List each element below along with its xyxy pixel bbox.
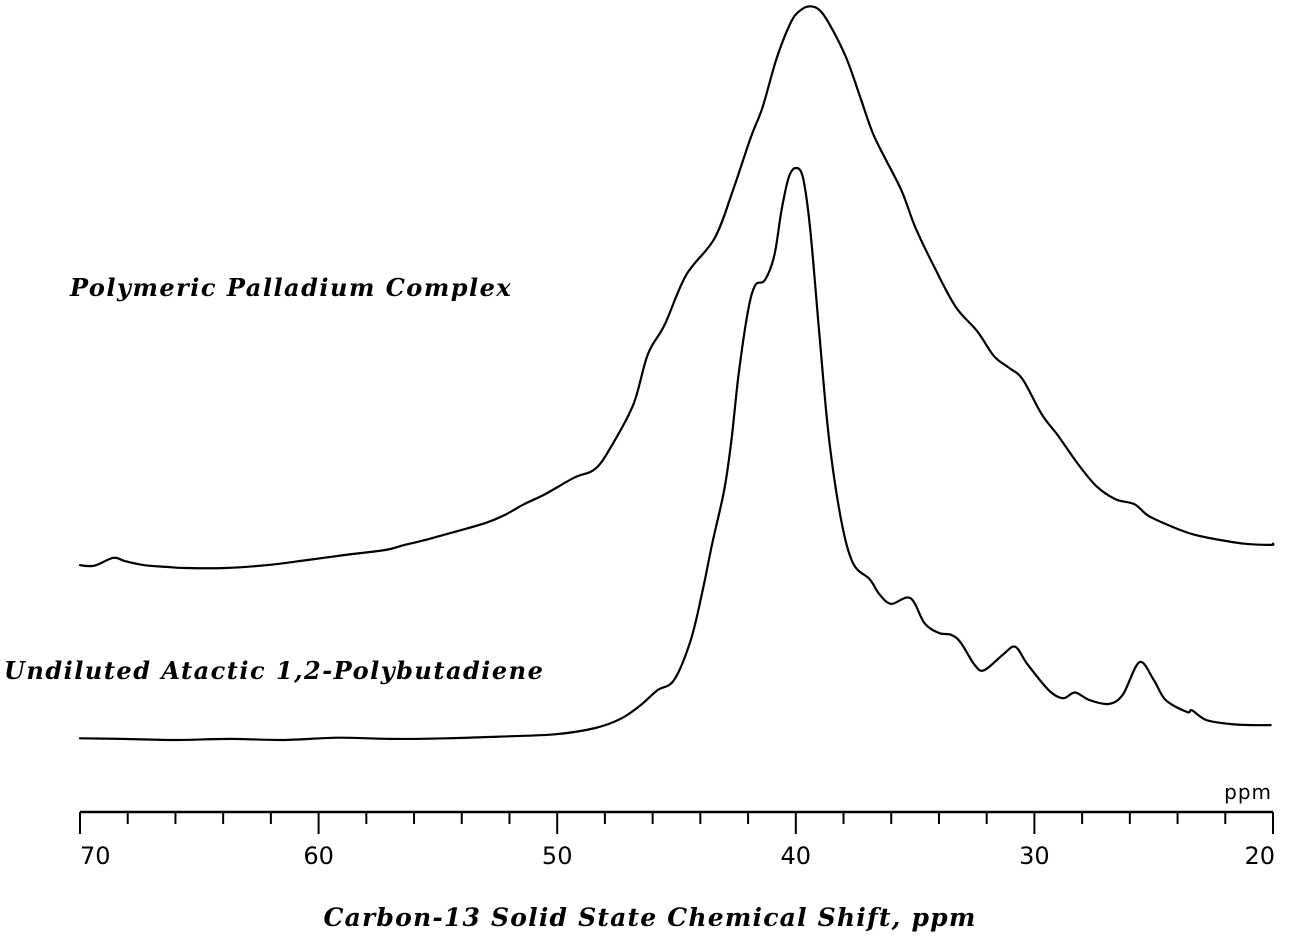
series-label-palladium-complex: Polymeric Palladium Complex xyxy=(69,273,512,302)
x-axis: 70 60 50 40 30 20 ppm xyxy=(79,780,1275,870)
x-axis-title: Carbon-13 Solid State Chemical Shift, pp… xyxy=(324,903,977,932)
x-tick-label: 70 xyxy=(80,842,111,870)
trace-atactic-polybutadiene xyxy=(78,166,1272,742)
x-tick-label: 50 xyxy=(542,842,573,870)
series-label-polybutadiene: Undiluted Atactic 1,2-Polybutadiene xyxy=(4,656,544,685)
x-tick-label: 30 xyxy=(1019,842,1050,870)
x-tick-label: 60 xyxy=(303,842,334,870)
x-axis-unit-label: ppm xyxy=(1224,780,1272,804)
x-tick-label: 40 xyxy=(781,842,812,870)
x-axis-ticks xyxy=(79,812,1274,834)
x-tick-label: 20 xyxy=(1244,842,1275,870)
trace-polymeric-palladium-complex xyxy=(78,5,1275,570)
x-axis-tick-labels: 70 60 50 40 30 20 xyxy=(80,842,1275,870)
spectrum-traces xyxy=(78,5,1275,742)
